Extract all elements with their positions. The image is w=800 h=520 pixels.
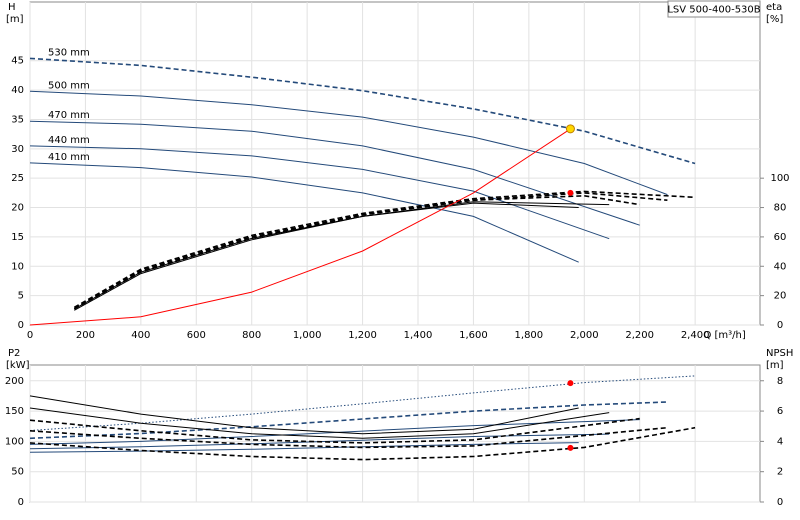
x-tick-label: 200 (76, 330, 95, 341)
y2-tick-label: 2 (777, 467, 783, 478)
y-tick-label: 10 (11, 261, 24, 272)
curve (29, 433, 610, 450)
duty-point (565, 124, 575, 134)
x-tick-label: 1,800 (515, 330, 544, 341)
y-tick-label: 50 (11, 467, 24, 478)
y-axis-unit: [kW] (6, 360, 30, 371)
y-axis-title: P2 (8, 348, 20, 359)
curve (29, 442, 579, 453)
y2-tick-label: 6 (777, 406, 783, 417)
y-tick-label: 45 (11, 56, 24, 67)
curve (74, 201, 610, 310)
curve (74, 202, 579, 311)
y2-axis-title: NPSH (766, 348, 793, 359)
chart-title: LSV 500-400-530B (667, 5, 760, 16)
y2-tick-label: 0 (777, 497, 783, 508)
y2-axis-unit: [m] (766, 360, 784, 371)
y-axis-unit: [m] (6, 14, 24, 25)
curve (29, 90, 668, 196)
y2-tick-label: 0 (777, 320, 783, 331)
x-tick-label: 0 (27, 330, 33, 341)
x-tick-label: 1,000 (293, 330, 322, 341)
x-tick-label: 1,600 (459, 330, 488, 341)
curve (29, 401, 668, 440)
y-tick-label: 5 (18, 291, 24, 302)
curve (29, 128, 571, 326)
curve (29, 145, 610, 240)
y-tick-label: 200 (5, 376, 24, 387)
curve-label: 440 mm (48, 135, 90, 146)
x-tick-label: 400 (131, 330, 150, 341)
curve (29, 395, 579, 435)
y2-tick-label: 60 (774, 232, 787, 243)
y-axis-title: H (8, 2, 16, 13)
curve (29, 407, 610, 439)
y-tick-label: 35 (11, 114, 24, 125)
y-tick-label: 30 (11, 144, 24, 155)
x-tick-label: 2,200 (625, 330, 654, 341)
y-tick-label: 25 (11, 173, 24, 184)
y2-tick-label: 4 (777, 436, 783, 447)
y2-tick-label: 40 (774, 261, 787, 272)
x-tick-label: 1,400 (404, 330, 433, 341)
y2-axis-unit: [%] (766, 14, 783, 25)
duty-point (567, 444, 574, 451)
y-tick-label: 20 (11, 203, 24, 214)
curve-label: 470 mm (48, 110, 90, 121)
y2-axis-title: eta (766, 2, 782, 13)
curve (73, 190, 696, 309)
y2-tick-label: 80 (774, 203, 787, 214)
x-tick-label: 800 (242, 330, 261, 341)
curve (29, 162, 579, 263)
y-tick-label: 100 (5, 436, 24, 447)
curve-label: 500 mm (48, 80, 90, 91)
curve (29, 417, 640, 444)
curve (29, 426, 668, 449)
curve-label: 410 mm (48, 152, 90, 163)
curve (29, 120, 640, 226)
y-tick-label: 0 (18, 497, 24, 508)
y2-tick-label: 8 (777, 376, 783, 387)
duty-point (567, 189, 574, 196)
curve-label: 530 mm (48, 47, 90, 58)
title-box (667, 0, 761, 18)
x-tick-label: 600 (187, 330, 206, 341)
y2-tick-label: 100 (770, 173, 789, 184)
y-tick-label: 40 (11, 85, 24, 96)
x-tick-label: 1,200 (348, 330, 377, 341)
y-tick-label: 0 (18, 320, 24, 331)
y2-tick-label: 20 (774, 291, 787, 302)
curve (29, 375, 696, 431)
y-tick-label: 150 (5, 406, 24, 417)
y-tick-label: 15 (11, 232, 24, 243)
x-tick-label: 2,000 (570, 330, 599, 341)
curve (29, 419, 640, 445)
x-axis-title: Q [m³/h] (703, 330, 745, 341)
x-tick-label: 2,400 (681, 330, 710, 341)
curve (29, 426, 696, 461)
duty-point (567, 380, 574, 387)
